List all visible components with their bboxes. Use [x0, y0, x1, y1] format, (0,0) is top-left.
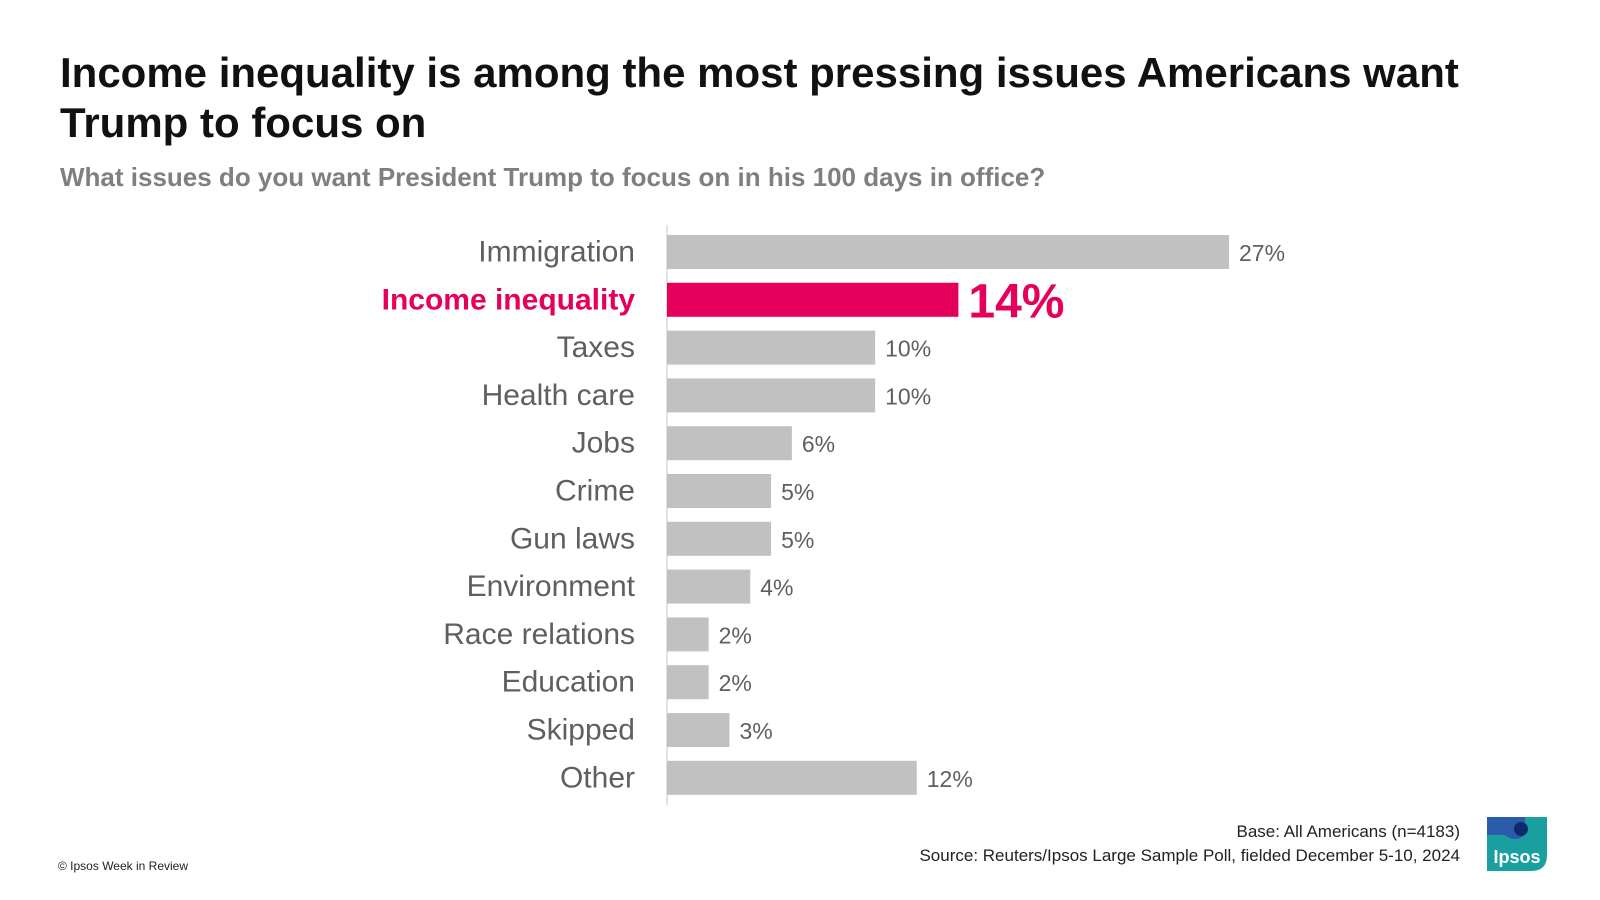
value-label: 2%: [719, 622, 752, 648]
category-label: Education: [502, 666, 635, 699]
chart-title: Income inequality is among the most pres…: [60, 49, 1459, 146]
ipsos-logo: Ipsos: [1485, 815, 1549, 873]
value-label: 14%: [968, 275, 1064, 328]
bar: [667, 474, 772, 508]
category-label: Immigration: [478, 236, 635, 269]
value-label: 12%: [927, 766, 973, 792]
svg-text:Ipsos: Ipsos: [1493, 847, 1540, 867]
category-label: Taxes: [557, 331, 635, 364]
value-label: 27%: [1239, 240, 1285, 266]
category-label: Jobs: [572, 427, 635, 460]
base-note: Base: All Americans (n=4183): [1236, 822, 1460, 841]
bar: [667, 235, 1229, 269]
chart-subtitle: What issues do you want President Trump …: [60, 162, 1046, 192]
copyright-note: © Ipsos Week in Review: [58, 859, 189, 873]
value-label: 3%: [739, 718, 772, 744]
value-label: 5%: [781, 479, 814, 505]
value-label: 5%: [781, 527, 814, 553]
value-label: 4%: [760, 575, 793, 601]
bar: [667, 378, 876, 413]
category-label: Income inequality: [382, 283, 636, 316]
bar: [667, 713, 730, 747]
bar: [667, 617, 709, 652]
category-label: Crime: [555, 475, 635, 508]
bar: [667, 569, 751, 604]
bar: [667, 760, 917, 795]
bar: [667, 426, 792, 461]
value-label: 10%: [885, 383, 931, 409]
category-label: Other: [560, 761, 635, 794]
category-label: Gun laws: [510, 522, 635, 555]
bar: [667, 330, 876, 365]
value-label: 10%: [885, 336, 931, 362]
category-label: Health care: [482, 379, 635, 412]
footer-notes: Base: All Americans (n=4183) Source: Reu…: [919, 820, 1460, 868]
category-label: Environment: [467, 570, 636, 603]
bar-highlight: [667, 282, 959, 317]
bar: [667, 521, 772, 556]
bar: [667, 665, 709, 700]
value-label: 6%: [802, 431, 835, 457]
category-label: Skipped: [527, 714, 635, 747]
category-label: Race relations: [443, 618, 635, 651]
value-label: 2%: [719, 670, 752, 696]
source-note: Source: Reuters/Ipsos Large Sample Poll,…: [919, 846, 1460, 865]
